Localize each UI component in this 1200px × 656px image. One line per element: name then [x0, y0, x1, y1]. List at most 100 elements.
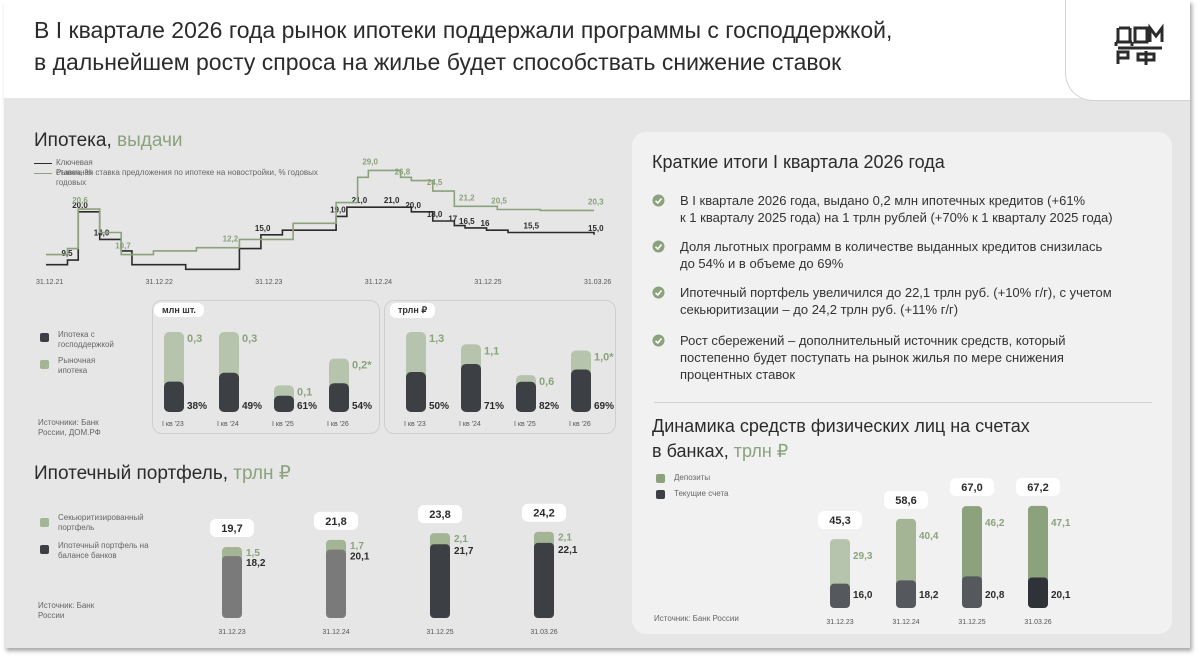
deposits-deposit-bar-2: [962, 506, 982, 583]
deposits-current-label-3: 20,1: [1051, 590, 1071, 601]
deposits-title: Динамика средств физических лиц на счета…: [652, 414, 1030, 464]
deposits-deposit-label-2: 46,2: [985, 518, 1005, 529]
deposits-deposit-label-3: 47,1: [1051, 518, 1071, 529]
market-legend-label: Рыночная ипотека: [58, 356, 96, 375]
portfolio-balance-label-0: 18,2: [246, 558, 266, 569]
key-rate-label-8: 18,0: [427, 210, 443, 219]
header: В I квартале 2026 года рынок ипотеки под…: [4, 0, 1190, 98]
rate-x-label-3: 31.12.24: [365, 279, 392, 286]
rate-x-label-5: 31.03.26: [584, 279, 611, 286]
portfolio-x-label-0: 31.12.23: [218, 629, 245, 636]
key-rate-label-10: 16,5: [459, 217, 475, 226]
summary-bullet-line: Ипотечный портфель увеличился до 22,1 тр…: [680, 285, 1112, 300]
summary-bullet-line: В I квартале 2026 года, выдано 0,2 млн и…: [680, 193, 1086, 208]
market-rate-label-1: 10,7: [115, 242, 131, 251]
deposits-total-label-2: 67,0: [961, 482, 982, 494]
summary-bullet-text: Ипотечный портфель увеличился до 22,1 тр…: [680, 284, 1112, 318]
value-gov-bar-1: [461, 363, 481, 412]
summary-bullet-line: секьюритизации – до 24,2 трлн руб. (+11%…: [680, 302, 959, 317]
portfolio-source: Источник: Банк России: [38, 601, 95, 620]
issuance-title-accent: выдачи: [117, 130, 183, 151]
value-gov-bar-0: [406, 372, 426, 412]
market-rate-label-5: 24,5: [427, 178, 443, 187]
count-gov-bar-3: [329, 383, 349, 412]
portfolio-total-badge-1: [314, 511, 358, 530]
portfolio-total-label-1: 21,8: [325, 516, 346, 528]
key-rate-label-12: 15,5: [524, 222, 540, 231]
deposits-total-label-3: 67,2: [1027, 482, 1048, 494]
key-rate-label-9: 17: [448, 215, 457, 224]
value-bars-box: [384, 300, 616, 434]
value-gov-bar-2: [516, 381, 536, 412]
rate-x-label-4: 31.12.25: [474, 279, 501, 286]
count-total-label-2: 0,1: [297, 386, 312, 398]
issuance-bar-charts: 38% 0,3 I кв '23 49% 0,3 I кв '24 61% 0,1 I кв '…: [162, 332, 614, 428]
key-rate-label-0: 20,0: [72, 201, 88, 210]
rate-line-chart: 20,014,09,515,019,021,0 21,020,018,017 16,…: [36, 157, 611, 286]
value-cat-label-3: I кв '26: [569, 421, 591, 428]
market-legend-swatch: [40, 360, 49, 369]
portfolio-total-label-2: 23,8: [429, 509, 450, 521]
deposits-legend-swatch: [656, 474, 665, 483]
portfolio-securitized-label-2: 2,1: [454, 534, 468, 545]
value-cat-label-0: I кв '23: [404, 421, 426, 428]
key-rate-label-3: 15,0: [255, 224, 271, 233]
value-gov-share-label-0: 50%: [429, 401, 449, 412]
portfolio-x-label-3: 31.03.26: [530, 629, 557, 636]
check-circle-icon: [652, 194, 665, 207]
count-cat-label-3: I кв '26: [327, 421, 349, 428]
summary-title: Краткие итоги I квартала 2026 года: [652, 152, 945, 172]
key-rate-legend-label: Ключевая ставка, % годовых: [56, 158, 93, 187]
deposits-current-label-1: 18,2: [919, 590, 939, 601]
logo-box: [1065, 0, 1190, 101]
value-cat-label-1: I кв '24: [459, 421, 481, 428]
deposits-source: Источник: Банк России: [654, 614, 739, 623]
deposits-current-bar-0: [830, 583, 850, 608]
portfolio-x-label-2: 31.12.25: [426, 629, 453, 636]
gov-legend-label: Ипотека с господдержкой: [58, 330, 114, 349]
market-rate-label-4: 26,8: [395, 168, 411, 177]
title-line-2: в дальнейшем росту спроса на жилье будет…: [34, 49, 842, 75]
summary-panel: Краткие итоги I квартала 2026 года В I к…: [632, 132, 1172, 634]
portfolio-title: Ипотечный портфель, трлн ₽: [34, 462, 291, 485]
value-cat-label-2: I кв '25: [514, 421, 536, 428]
deposits-total-badge-2: [950, 478, 994, 497]
portfolio-balance-bar-3: [534, 542, 554, 618]
rate-x-label-1: 31.12.22: [146, 279, 173, 286]
portfolio-title-main: Ипотечный портфель,: [34, 463, 228, 484]
value-gov-share-label-2: 82%: [539, 401, 559, 412]
deposits-x-label-3: 31.03.26: [1024, 619, 1051, 626]
market-rate-label-6: 21,2: [459, 193, 475, 202]
deposits-current-bar-2: [962, 576, 982, 608]
deposits-current-bar-3: [1028, 577, 1048, 608]
market-rate-label-2: 12,2: [223, 235, 239, 244]
value-units-tag: трлн ₽: [390, 303, 436, 318]
summary-bullet-line: Рост сбережений – дополнительный источни…: [680, 333, 1066, 348]
portfolio-balance-bar-2: [430, 544, 450, 618]
summary-bullet-text: В I квартале 2026 года, выдано 0,2 млн и…: [680, 192, 1113, 226]
value-total-label-0: 1,3: [429, 333, 444, 345]
count-total-label-0: 0,3: [187, 333, 202, 345]
current-legend-label: Текущие счета: [674, 489, 729, 498]
value-total-label-2: 0,6: [539, 376, 554, 388]
market-rate-line: [46, 169, 594, 256]
portfolio-balance-label-2: 21,7: [454, 546, 474, 557]
count-cat-label-1: I кв '24: [217, 421, 239, 428]
deposits-title-main: в банках,: [652, 441, 729, 461]
check-circle-icon: [652, 240, 665, 253]
key-rate-legend-line: [34, 163, 52, 164]
summary-bullet-line: до 54% и в объеме до 69%: [680, 256, 844, 271]
title-line-1: В I квартале 2026 года рынок ипотеки под…: [34, 17, 893, 43]
deposits-x-label-2: 31.12.25: [958, 619, 985, 626]
portfolio-securitized-label-1: 1,7: [350, 541, 364, 552]
gov-legend-swatch: [40, 333, 49, 342]
key-rate-label-6: 21,0: [384, 196, 400, 205]
deposits-title-line-1: Динамика средств физических лиц на счета…: [652, 416, 1030, 436]
key-rate-label-7: 20,0: [405, 201, 421, 210]
market-rate-label-0: 20,6: [72, 196, 88, 205]
key-rate-label-11: 16: [481, 219, 490, 228]
key-rate-line: [46, 206, 595, 271]
deposits-deposit-bar-1: [896, 518, 916, 587]
count-gov-bar-1: [219, 372, 239, 412]
deposits-total-label-1: 58,6: [895, 495, 916, 507]
